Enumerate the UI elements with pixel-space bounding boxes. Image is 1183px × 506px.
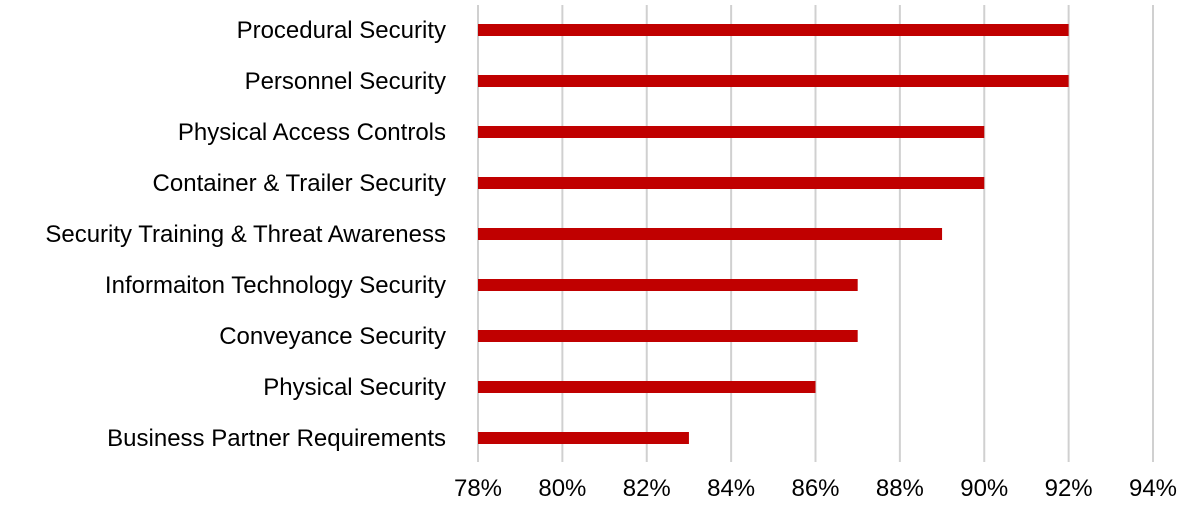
- bar: [478, 432, 689, 444]
- category-label: Conveyance Security: [219, 323, 446, 350]
- bar: [478, 75, 1069, 87]
- bar: [478, 330, 858, 342]
- x-tick-label: 84%: [707, 475, 755, 502]
- x-tick-label: 86%: [791, 475, 839, 502]
- x-tick-label: 90%: [960, 475, 1008, 502]
- bar: [478, 126, 985, 138]
- category-label: Informaiton Technology Security: [105, 272, 446, 299]
- category-label: Physical Access Controls: [178, 119, 446, 146]
- category-label: Container & Trailer Security: [153, 170, 446, 197]
- category-label: Personnel Security: [245, 68, 446, 95]
- x-tick-labels: 78% 80% 82% 84% 86% 88% 90% 92% 94%: [454, 475, 1177, 502]
- x-tick-label: 80%: [538, 475, 586, 502]
- x-tick-label: 78%: [454, 475, 502, 502]
- x-tick-label: 88%: [876, 475, 924, 502]
- category-label: Business Partner Requirements: [107, 425, 446, 452]
- bar: [478, 279, 858, 291]
- category-labels: Procedural Security Personnel Security Phy…: [45, 17, 446, 452]
- bar: [478, 228, 943, 240]
- bars: [478, 24, 1069, 444]
- bar: [478, 381, 816, 393]
- x-tick-label: 92%: [1045, 475, 1093, 502]
- category-label: Procedural Security: [237, 17, 446, 44]
- x-tick-label: 82%: [623, 475, 671, 502]
- category-label: Security Training & Threat Awareness: [45, 221, 446, 248]
- bar: [478, 177, 985, 189]
- bar: [478, 24, 1069, 36]
- category-label: Physical Security: [263, 374, 446, 401]
- x-tick-label: 94%: [1129, 475, 1177, 502]
